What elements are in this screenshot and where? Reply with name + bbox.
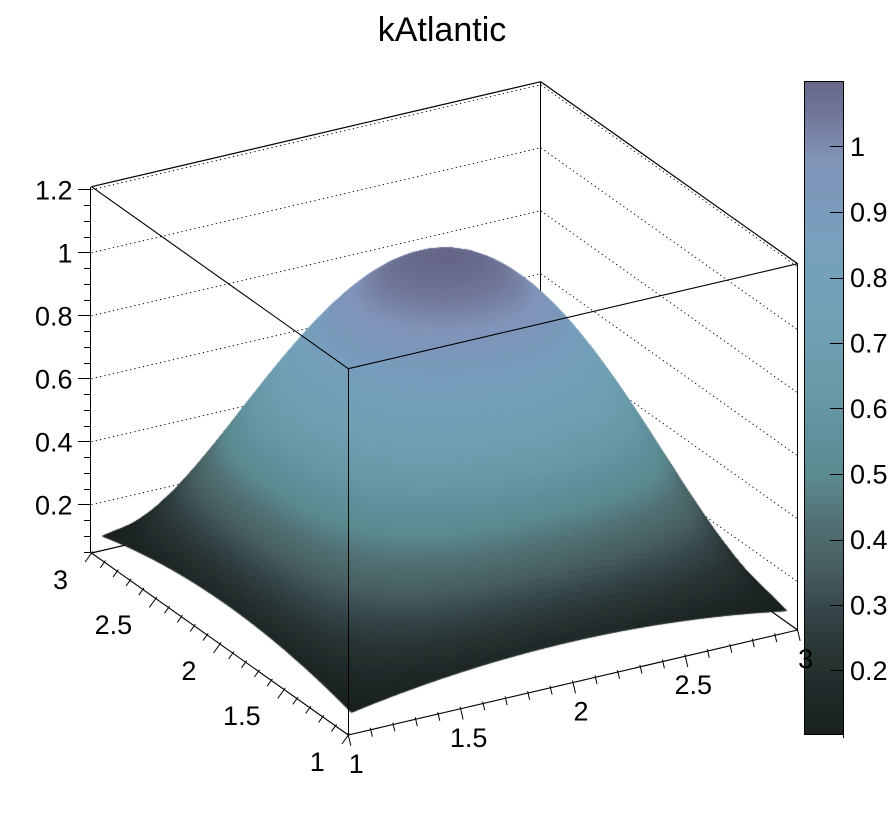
svg-text:1.2: 1.2 [35, 175, 73, 205]
svg-text:0.2: 0.2 [850, 656, 888, 686]
svg-text:1: 1 [349, 749, 364, 779]
svg-text:3: 3 [798, 644, 813, 674]
svg-text:1: 1 [850, 132, 865, 162]
svg-text:3: 3 [53, 565, 68, 595]
svg-text:1: 1 [310, 747, 325, 777]
svg-text:1.5: 1.5 [223, 701, 261, 731]
svg-text:0.4: 0.4 [35, 427, 73, 457]
svg-text:1: 1 [57, 238, 72, 268]
svg-text:0.4: 0.4 [850, 525, 888, 555]
svg-text:0.8: 0.8 [850, 263, 888, 293]
svg-text:kAtlantic: kAtlantic [378, 11, 507, 49]
svg-text:0.9: 0.9 [850, 198, 888, 228]
svg-text:0.6: 0.6 [35, 364, 73, 394]
svg-text:2: 2 [573, 697, 588, 727]
svg-text:2.5: 2.5 [95, 610, 133, 640]
svg-text:0.3: 0.3 [850, 591, 888, 621]
svg-text:0.5: 0.5 [850, 460, 888, 490]
svg-text:0.7: 0.7 [850, 329, 888, 359]
svg-text:0.8: 0.8 [35, 301, 73, 331]
svg-text:0.2: 0.2 [35, 490, 73, 520]
svg-text:2.5: 2.5 [675, 670, 713, 700]
svg-text:0.6: 0.6 [850, 394, 888, 424]
svg-text:1.5: 1.5 [450, 723, 488, 753]
svg-text:2: 2 [181, 656, 196, 686]
